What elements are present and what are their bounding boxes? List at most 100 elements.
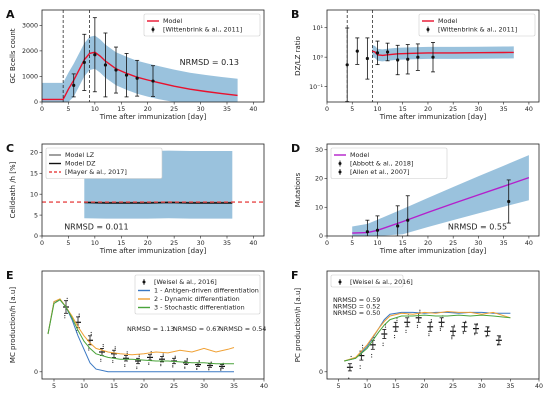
y-tick-label: 0	[34, 369, 38, 376]
scatter-dot	[186, 358, 188, 361]
plot-area-e	[47, 297, 235, 373]
x-tick-label: 5	[336, 383, 340, 390]
y-tick-label: 0	[319, 233, 323, 240]
scatter-dot	[419, 309, 421, 311]
data-point	[396, 58, 400, 62]
panel-b: 0 5 10 15 20 25 30 35 40 10⁻¹ 10⁰ 10¹ Time after imm…	[291, 8, 540, 121]
scatter-dot	[361, 347, 364, 349]
y-tick-label: 10	[30, 191, 38, 198]
scatter-dot	[428, 334, 430, 337]
panel-letter: D	[291, 142, 300, 155]
legend: [Weisel & al., 2016]1 - Antigen-driven d…	[134, 274, 261, 315]
scatter-dot	[382, 342, 384, 344]
axes-frame	[326, 270, 540, 380]
y-tick-label: 0	[34, 233, 38, 240]
scatter-dot	[393, 337, 396, 339]
plot-area-d	[352, 155, 530, 236]
scatter-dot	[113, 353, 115, 355]
data-point	[103, 63, 108, 67]
x-tick-label: 0	[40, 106, 44, 113]
data-point	[135, 76, 139, 80]
scatter-dot	[137, 360, 139, 362]
x-tick-label: 10	[373, 106, 381, 113]
scatter-dot	[488, 326, 490, 328]
panel-f: 5 10 15 20 25 30 35 40 0 PC production\h [a.u] F NR…	[291, 269, 543, 390]
scatter-dot	[395, 326, 397, 328]
scatter-dot	[136, 366, 138, 368]
legend-entry: 2 - Dynamic differentiation	[154, 295, 240, 303]
axes-frame	[41, 270, 265, 380]
data-point	[416, 55, 420, 59]
legend-frame	[143, 13, 261, 37]
axes-frame	[41, 9, 265, 103]
x-tick-label: 40	[525, 240, 533, 247]
legend-frame	[45, 147, 163, 179]
scatter-dot	[382, 344, 384, 347]
series-line-0	[352, 176, 530, 234]
scatter-dot	[102, 344, 104, 346]
legend: Model[Wittenbrink & al., 2011]	[143, 13, 261, 37]
scatter-dot	[208, 368, 210, 370]
data-point	[151, 79, 155, 83]
scatter-dot	[371, 356, 373, 358]
scatter-dot	[440, 321, 443, 323]
scatter-dot	[124, 364, 126, 366]
scatter-dot	[359, 367, 361, 370]
scatter-dot	[406, 323, 408, 325]
x-tick-label: 40	[260, 383, 268, 390]
scatter-dot	[113, 354, 115, 357]
scatter-dot	[149, 356, 151, 358]
y-tick-label: 5	[34, 212, 38, 219]
scatter-dot	[89, 339, 91, 341]
series-line-2	[344, 310, 511, 362]
nrmsd-annotation: NRMSD = 0.59	[333, 296, 380, 304]
scatter-dot	[474, 334, 476, 336]
legend-entry: Model	[438, 17, 457, 25]
scatter-dot	[125, 357, 127, 359]
panel-letter: E	[6, 269, 14, 282]
scatter-dot	[429, 326, 431, 328]
y-axis-label: PC production\h [a.u]	[294, 288, 302, 363]
y-axis-label: GC Bcells count	[9, 28, 17, 83]
legend-marker	[338, 280, 342, 284]
legend-entry: Model	[163, 17, 182, 25]
x-axis-label: Time after immunization [day]	[379, 113, 487, 121]
legend-entry: 1 - Antigen-driven differentiation	[154, 287, 259, 295]
scatter-dot	[361, 344, 364, 346]
legend-entry: [Wittenbrink & al., 2011]	[438, 26, 517, 34]
x-tick-label: 20	[424, 106, 432, 113]
x-tick-label: 35	[506, 383, 514, 390]
scatter-dot	[198, 361, 200, 363]
series-line-1	[344, 311, 511, 362]
nrmsd-annotation: NRMSD = 0.54	[219, 325, 266, 333]
scatter-dot	[172, 366, 174, 368]
scatter-dot	[136, 367, 138, 370]
data-point	[93, 53, 97, 57]
scatter-dot	[360, 357, 362, 359]
x-tick-label: 5	[52, 383, 56, 390]
nrmsd-annotation: NRMSD = 0.50	[333, 309, 380, 317]
scatter-dot	[416, 326, 419, 328]
scatter-dot	[442, 316, 444, 319]
scatter-dot	[372, 344, 374, 346]
data-point	[365, 56, 369, 61]
scatter-dot	[90, 333, 92, 336]
scatter-dot	[476, 324, 478, 326]
scatter-dot	[405, 331, 407, 334]
x-tick-label: 25	[170, 106, 178, 113]
axes-frame	[326, 143, 540, 237]
scatter-dot	[209, 365, 211, 367]
y-axis-label: Celldeath /h [%]	[9, 161, 17, 218]
x-tick-label: 35	[223, 106, 231, 113]
x-tick-label: 40	[249, 106, 257, 113]
scatter-dot	[185, 363, 187, 365]
panel-letter: C	[6, 142, 14, 155]
x-tick-label: 25	[449, 383, 457, 390]
scatter-dot	[184, 366, 186, 368]
scatter-dot	[101, 353, 103, 355]
x-tick-label: 35	[230, 383, 238, 390]
scatter-dot	[112, 360, 114, 362]
x-tick-label: 10	[91, 240, 99, 247]
